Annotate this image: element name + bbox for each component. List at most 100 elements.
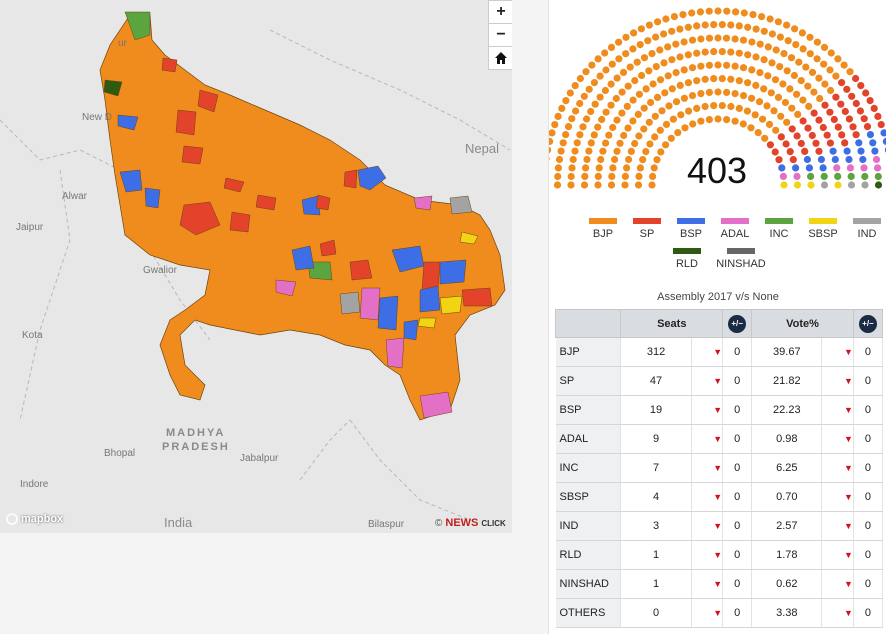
legend-item-ninshad: NINSHAD <box>713 248 769 270</box>
seat-dot-adal <box>872 155 881 164</box>
seats-cell: 4 <box>620 482 692 512</box>
seat-dot-bjp <box>748 66 756 74</box>
seat-dot-bjp <box>688 64 697 72</box>
home-button[interactable] <box>488 46 512 70</box>
seat-dot-sp <box>852 131 860 139</box>
vote-cell: 6.25 <box>751 453 823 483</box>
party-cell: NINSHAD <box>555 569 622 599</box>
seat-dot-bjp <box>623 102 631 110</box>
seat-dot-sp <box>852 99 860 108</box>
seat-dot-bjp <box>573 139 581 147</box>
seat-dot-bjp <box>576 99 584 108</box>
constituency-patches[interactable] <box>103 11 493 419</box>
seats-cell: 1 <box>620 540 692 570</box>
vote-change-cell: 0 <box>853 395 884 425</box>
seat-dot-bjp <box>718 75 726 83</box>
seat-dot-bjp <box>571 147 579 155</box>
seat-dot-sp <box>799 117 807 125</box>
seat-dot-bjp <box>696 8 704 16</box>
map-label-new-delhi: New D <box>82 112 113 123</box>
seat-dot-bjp <box>788 104 796 112</box>
seat-dot-bjp <box>697 35 705 43</box>
seat-dot-bjp <box>664 72 672 80</box>
table-row: BSP 19 ▼ 0 22.23 ▼ 0 <box>555 395 884 425</box>
seat-dot-bjp <box>752 53 760 61</box>
seat-dot-ind <box>847 181 856 189</box>
zoom-out-button[interactable]: − <box>488 23 512 47</box>
map-canvas[interactable] <box>0 0 512 533</box>
seat-dot-bjp <box>651 133 659 141</box>
mapbox-attribution[interactable]: mapbox <box>6 513 63 525</box>
seats-toggle-button[interactable]: +/− <box>728 314 747 333</box>
seat-dot-sbsp <box>780 181 788 189</box>
seat-dot-bjp <box>701 102 709 111</box>
seat-dot-bjp <box>793 90 801 98</box>
seat-dot-bjp <box>744 51 752 59</box>
seat-dot-bjp <box>582 68 590 76</box>
legend-label: SBSP <box>808 228 838 240</box>
seat-dot-bjp <box>621 172 629 180</box>
seat-dot-bjp <box>748 38 756 46</box>
seat-dot-bjp <box>688 36 697 44</box>
seat-dot-bjp <box>613 116 621 124</box>
table-row: NINSHAD 1 ▼ 0 0.62 ▼ 0 <box>555 569 884 599</box>
party-cell: SBSP <box>555 482 622 512</box>
seats-cell: 7 <box>620 453 692 483</box>
seat-dot-bjp <box>605 131 613 139</box>
vote-toggle-button[interactable]: +/− <box>858 314 877 333</box>
seat-dot-bjp <box>735 49 743 57</box>
seat-dot-bjp <box>723 61 731 69</box>
seat-dot-bjp <box>701 21 709 29</box>
home-icon <box>495 52 507 64</box>
legend-label: BJP <box>592 228 614 240</box>
seat-dot-sp <box>856 107 864 115</box>
seats-down-arrow: ▼ <box>691 337 724 367</box>
vote-toggle-cell: +/− <box>852 309 884 338</box>
seat-dot-bjp <box>642 148 650 156</box>
seat-dot-sp <box>838 131 846 139</box>
zoom-in-button[interactable]: + <box>488 0 512 24</box>
party-cell: OTHERS <box>555 598 622 628</box>
uttar-pradesh-region[interactable] <box>99 14 506 421</box>
seat-dot-bsp <box>829 147 837 155</box>
seat-dot-bjp <box>688 9 696 17</box>
party-cell: RLD <box>555 540 622 570</box>
seat-dot-bjp <box>576 74 584 83</box>
seat-dot-bjp <box>624 124 632 132</box>
seats-cell: 312 <box>620 337 692 367</box>
vote-down-arrow: ▼ <box>821 540 854 570</box>
seats-cell: 1 <box>620 569 692 599</box>
map-label-india: India <box>164 515 193 530</box>
seats-down-arrow: ▼ <box>691 482 724 512</box>
seat-dot-bjp <box>662 15 670 23</box>
constituency-map[interactable]: New D ur Alwar Jaipur Gwalior Kota Nepal… <box>0 0 512 533</box>
seat-dot-bjp <box>758 13 766 21</box>
table-row: SBSP 4 ▼ 0 0.70 ▼ 0 <box>555 482 884 512</box>
seat-dot-bjp <box>601 49 609 57</box>
seat-dot-bjp <box>594 55 602 63</box>
seat-dot-bjp <box>772 126 780 134</box>
seat-dot-bjp <box>623 164 631 172</box>
seat-dot-bjp <box>670 13 678 21</box>
seat-dot-bjp <box>668 56 676 64</box>
seats-down-arrow: ▼ <box>691 598 724 628</box>
legend-swatch <box>853 218 881 224</box>
table-row: IND 3 ▼ 0 2.57 ▼ 0 <box>555 511 884 541</box>
seat-dot-bjp <box>640 104 648 112</box>
seat-dot-sp <box>786 148 794 156</box>
table-row: ADAL 9 ▼ 0 0.98 ▼ 0 <box>555 424 884 454</box>
seats-change-cell: 0 <box>722 540 753 570</box>
seat-dot-sp <box>819 123 827 132</box>
copyright-symbol: © <box>435 517 443 529</box>
seat-dot-bjp <box>705 88 713 96</box>
seats-change-cell: 0 <box>722 424 753 454</box>
results-panel: 403 BJP SP BSP ADAL INC SBSP IND RLD NIN… <box>548 0 886 634</box>
seat-dot-bjp <box>622 33 630 41</box>
legend-label: INC <box>769 228 789 240</box>
seat-dot-bjp <box>607 181 616 189</box>
vote-cell: 0.70 <box>751 482 823 512</box>
vote-down-arrow: ▼ <box>821 598 854 628</box>
seat-dot-bjp <box>596 72 604 80</box>
seat-dot-bjp <box>744 23 752 31</box>
seat-dot-adal <box>846 164 854 172</box>
